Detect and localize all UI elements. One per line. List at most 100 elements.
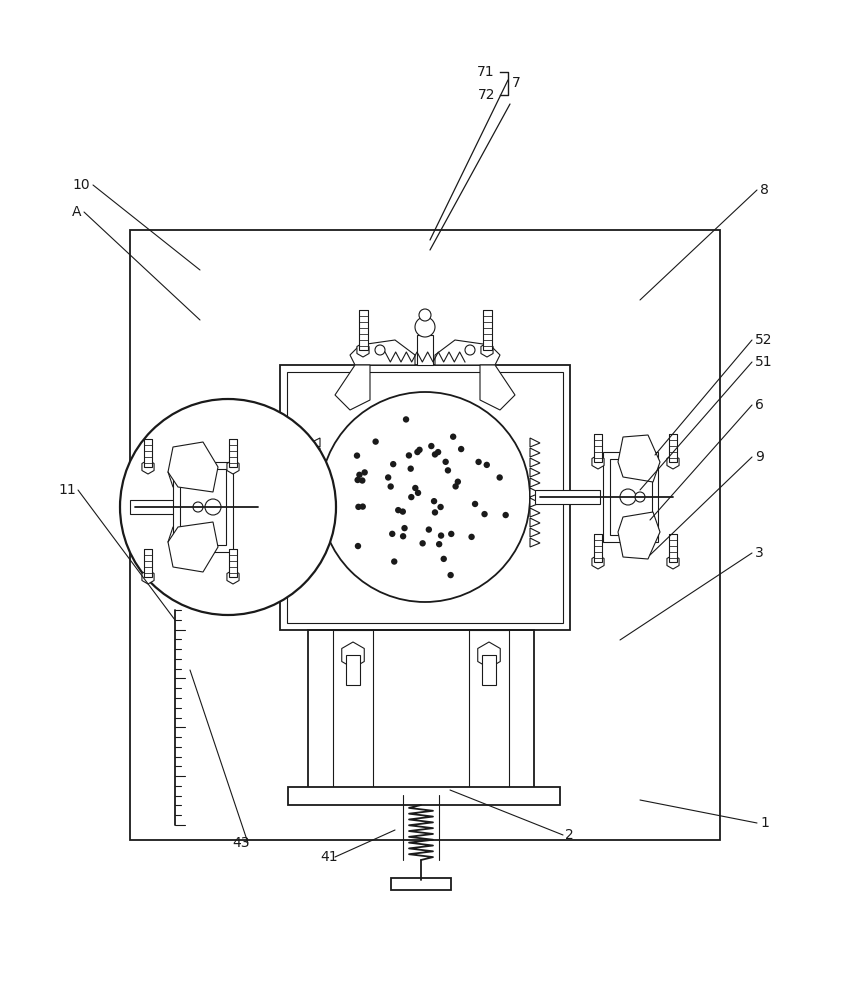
Bar xyxy=(229,549,237,577)
Text: 10: 10 xyxy=(72,178,89,192)
Circle shape xyxy=(412,485,418,491)
Polygon shape xyxy=(530,478,540,487)
Polygon shape xyxy=(335,365,370,410)
Circle shape xyxy=(431,498,437,504)
Circle shape xyxy=(399,508,406,515)
Circle shape xyxy=(405,452,412,459)
Text: 7: 7 xyxy=(512,76,521,90)
Circle shape xyxy=(389,531,395,537)
Polygon shape xyxy=(310,498,320,507)
Circle shape xyxy=(395,507,401,513)
Polygon shape xyxy=(310,448,320,457)
Bar xyxy=(144,439,152,467)
Bar xyxy=(130,500,190,514)
Circle shape xyxy=(426,526,432,533)
Circle shape xyxy=(438,532,444,539)
Circle shape xyxy=(445,467,451,474)
Polygon shape xyxy=(618,512,660,559)
Polygon shape xyxy=(350,340,415,365)
Polygon shape xyxy=(310,508,320,517)
Polygon shape xyxy=(530,488,540,497)
Polygon shape xyxy=(342,642,364,668)
Circle shape xyxy=(415,317,435,337)
Circle shape xyxy=(472,501,478,507)
Polygon shape xyxy=(310,528,320,537)
Circle shape xyxy=(120,399,336,615)
Polygon shape xyxy=(530,538,540,547)
Text: A: A xyxy=(72,205,82,219)
Circle shape xyxy=(441,556,447,562)
Bar xyxy=(603,452,658,542)
Polygon shape xyxy=(435,340,500,365)
Circle shape xyxy=(442,459,449,465)
Circle shape xyxy=(432,509,438,516)
Circle shape xyxy=(497,474,503,481)
Circle shape xyxy=(375,345,385,355)
Text: 2: 2 xyxy=(565,828,574,842)
Circle shape xyxy=(360,503,366,510)
Polygon shape xyxy=(530,438,540,447)
Circle shape xyxy=(448,531,454,537)
Circle shape xyxy=(355,543,361,549)
Text: 51: 51 xyxy=(755,355,772,369)
Polygon shape xyxy=(481,343,493,357)
Circle shape xyxy=(419,309,431,321)
Text: 6: 6 xyxy=(755,398,764,412)
Circle shape xyxy=(417,447,423,453)
Text: 41: 41 xyxy=(320,850,338,864)
Polygon shape xyxy=(227,570,239,584)
Bar xyxy=(346,655,360,685)
Circle shape xyxy=(453,483,459,490)
Bar xyxy=(308,630,534,790)
Bar xyxy=(173,462,233,552)
Polygon shape xyxy=(530,508,540,517)
Bar xyxy=(229,439,237,467)
Circle shape xyxy=(481,511,488,517)
Circle shape xyxy=(193,502,203,512)
Circle shape xyxy=(407,465,414,472)
Circle shape xyxy=(359,477,365,484)
Polygon shape xyxy=(592,455,604,469)
Circle shape xyxy=(320,392,530,602)
Polygon shape xyxy=(530,458,540,467)
Text: 11: 11 xyxy=(58,483,76,497)
Bar xyxy=(594,434,602,462)
Text: 72: 72 xyxy=(478,88,495,102)
Bar xyxy=(669,434,677,462)
Circle shape xyxy=(356,504,362,510)
Circle shape xyxy=(205,499,221,515)
Circle shape xyxy=(408,494,415,500)
Polygon shape xyxy=(480,365,515,410)
Text: 3: 3 xyxy=(755,546,764,560)
Circle shape xyxy=(356,472,362,478)
Polygon shape xyxy=(142,460,154,474)
Bar xyxy=(669,534,677,562)
Bar xyxy=(535,490,600,504)
Polygon shape xyxy=(667,555,679,569)
Circle shape xyxy=(387,483,394,490)
Circle shape xyxy=(468,534,475,540)
Polygon shape xyxy=(530,468,540,477)
Bar xyxy=(180,469,226,545)
Circle shape xyxy=(475,459,482,465)
Circle shape xyxy=(635,492,645,502)
Polygon shape xyxy=(310,478,320,487)
Circle shape xyxy=(403,416,409,423)
Circle shape xyxy=(419,540,426,547)
Bar xyxy=(333,630,373,790)
Circle shape xyxy=(401,525,408,531)
Circle shape xyxy=(450,434,456,440)
Circle shape xyxy=(435,449,442,455)
Circle shape xyxy=(400,533,406,539)
Text: 8: 8 xyxy=(760,183,769,197)
Text: 9: 9 xyxy=(755,450,764,464)
Circle shape xyxy=(415,490,421,496)
Bar xyxy=(287,372,563,623)
Circle shape xyxy=(454,479,461,485)
Polygon shape xyxy=(530,498,540,507)
Polygon shape xyxy=(530,518,540,527)
Circle shape xyxy=(391,558,398,565)
Bar xyxy=(144,549,152,577)
Text: 52: 52 xyxy=(755,333,772,347)
Polygon shape xyxy=(310,538,320,547)
